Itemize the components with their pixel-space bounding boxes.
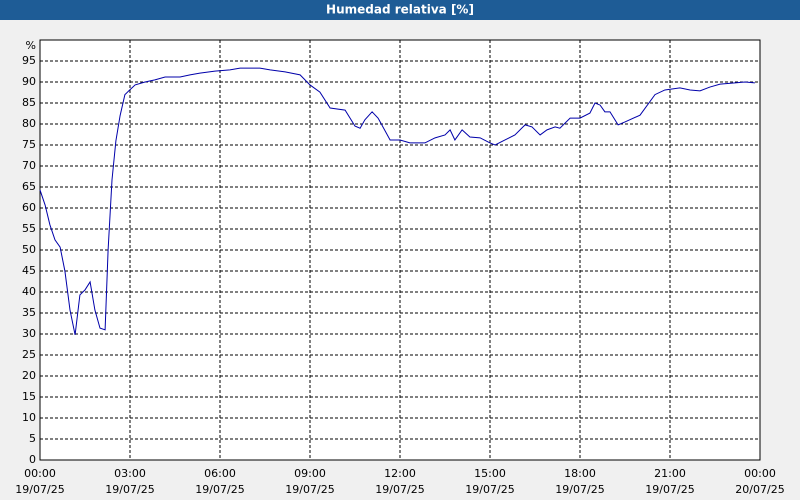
y-tick-label: 20: [22, 369, 36, 382]
humidity-line: [39, 67, 755, 335]
x-tick-label: 21:00: [654, 467, 686, 480]
y-tick-label: 5: [29, 432, 36, 445]
y-tick-label: 50: [22, 243, 36, 256]
x-tick-date: 19/07/25: [15, 483, 64, 496]
y-tick-label: 65: [22, 180, 36, 193]
x-tick-date: 19/07/25: [285, 483, 334, 496]
title-bar: [0, 0, 800, 20]
x-tick-date: 19/07/25: [105, 483, 154, 496]
x-tick-label: 00:00: [24, 467, 56, 480]
x-tick-date: 19/07/25: [465, 483, 514, 496]
y-tick-label: 40: [22, 285, 36, 298]
x-tick-label: 18:00: [564, 467, 596, 480]
x-tick-date: 20/07/25: [735, 483, 784, 496]
y-tick-label: 0: [29, 453, 36, 466]
y-tick-label: 55: [22, 222, 36, 235]
x-tick-label: 15:00: [474, 467, 506, 480]
x-tick-date: 19/07/25: [375, 483, 424, 496]
plot-border: [39, 39, 761, 461]
x-tick-date: 19/07/25: [645, 483, 694, 496]
y-tick-label: 95: [22, 54, 36, 67]
x-tick-label: 09:00: [294, 467, 326, 480]
y-tick-label: 25: [22, 348, 36, 361]
y-tick-label: 10: [22, 411, 36, 424]
x-tick-date: 19/07/25: [195, 483, 244, 496]
chart-title: Humedad relativa [%]: [326, 3, 474, 17]
y-tick-label: 60: [22, 201, 36, 214]
x-tick-date: 19/07/25: [555, 483, 604, 496]
y-axis-label: %: [26, 39, 36, 52]
y-tick-label: 85: [22, 96, 36, 109]
y-tick-label: 15: [22, 390, 36, 403]
y-tick-label: 70: [22, 159, 36, 172]
x-tick-label: 12:00: [384, 467, 416, 480]
y-tick-label: 35: [22, 306, 36, 319]
y-tick-label: 90: [22, 75, 36, 88]
x-tick-label: 00:00: [744, 467, 776, 480]
y-tick-label: 45: [22, 264, 36, 277]
x-tick-label: 03:00: [114, 467, 146, 480]
y-tick-label: 75: [22, 138, 36, 151]
x-tick-label: 06:00: [204, 467, 236, 480]
y-tick-label: 80: [22, 117, 36, 130]
y-tick-label: 30: [22, 327, 36, 340]
